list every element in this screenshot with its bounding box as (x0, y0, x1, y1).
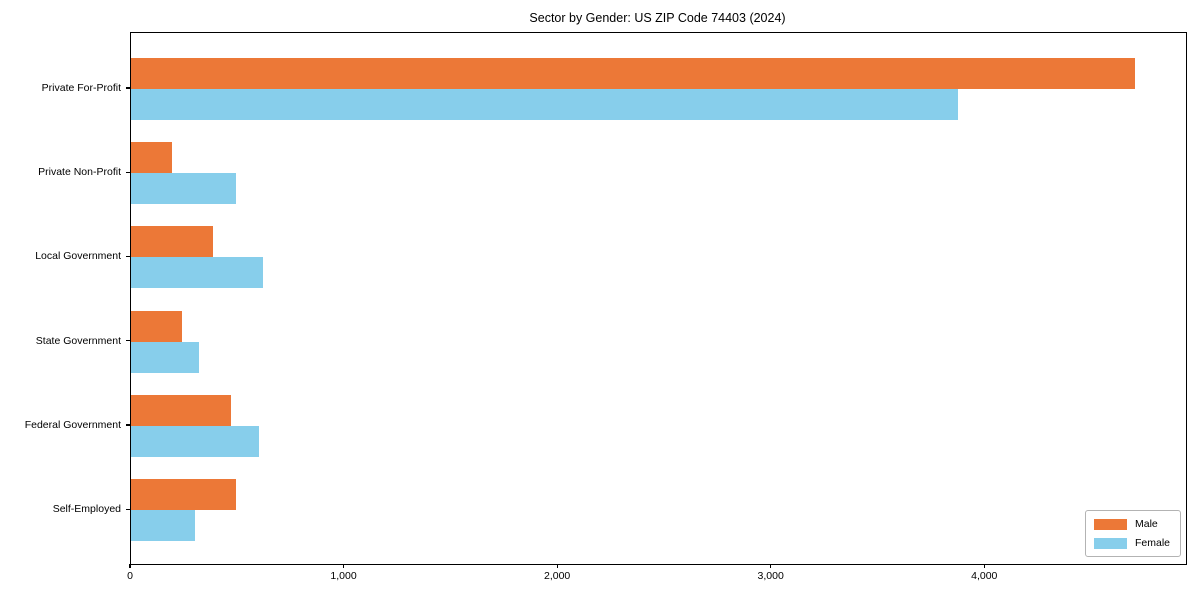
bar-male-2 (131, 226, 214, 258)
plot-area: Male Female (130, 32, 1187, 565)
bar-male-4 (131, 394, 232, 426)
x-tick-label: 1,000 (330, 570, 357, 582)
bar-male-3 (131, 310, 183, 342)
category-label: State Government (35, 334, 121, 347)
y-tick-mark (126, 171, 130, 173)
y-tick-mark (126, 340, 130, 342)
x-tick-label: 0 (127, 570, 133, 582)
category-label: Federal Government (24, 418, 121, 431)
bar-female-1 (131, 173, 236, 205)
legend-swatch-female (1093, 537, 1127, 549)
legend-item-male: Male (1093, 518, 1170, 530)
bar-female-2 (131, 257, 264, 289)
bar-female-5 (131, 510, 196, 542)
category-label: Local Government (35, 250, 121, 263)
bar-female-4 (131, 425, 260, 457)
legend-swatch-male (1093, 518, 1127, 530)
category-label: Self-Employed (52, 503, 121, 516)
legend-label: Female (1134, 537, 1170, 549)
legend: Male Female (1084, 510, 1181, 557)
x-tick-mark (129, 564, 131, 568)
x-tick-mark (342, 564, 345, 568)
y-tick-mark (126, 87, 130, 89)
x-tick-label: 4,000 (971, 570, 998, 582)
bar-male-0 (131, 58, 1135, 89)
x-tick-label: 3,000 (757, 570, 784, 582)
category-label: Private For-Profit (41, 82, 121, 94)
chart-title: Sector by Gender: US ZIP Code 74403 (202… (529, 11, 786, 25)
x-tick-mark (770, 564, 772, 568)
bar-female-0 (131, 89, 958, 120)
x-tick-label: 2,000 (543, 570, 571, 582)
category-label: Private Non-Profit (38, 166, 121, 179)
x-tick-mark (556, 564, 558, 568)
legend-label: Male (1134, 518, 1158, 530)
legend-item-female: Female (1093, 537, 1170, 549)
x-tick-mark (983, 564, 985, 568)
y-tick-mark (126, 424, 130, 426)
bar-male-1 (131, 142, 172, 174)
y-tick-mark (126, 255, 130, 258)
y-tick-mark (126, 508, 130, 510)
bar-male-5 (131, 479, 236, 511)
bar-female-3 (131, 341, 200, 373)
